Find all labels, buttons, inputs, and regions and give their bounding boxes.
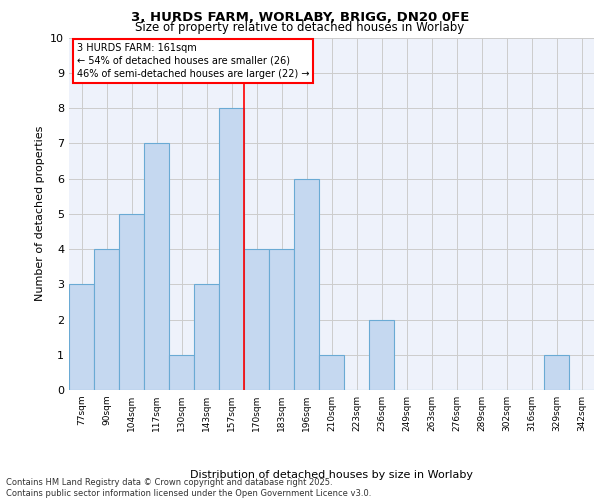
Bar [69,284,94,390]
Bar [94,249,119,390]
Bar [194,284,219,390]
Bar [269,249,294,390]
Text: 3, HURDS FARM, WORLABY, BRIGG, DN20 0FE: 3, HURDS FARM, WORLABY, BRIGG, DN20 0FE [131,11,469,24]
Bar [169,355,194,390]
Bar [294,178,319,390]
Bar [319,355,344,390]
Y-axis label: Number of detached properties: Number of detached properties [35,126,44,302]
X-axis label: Distribution of detached houses by size in Worlaby: Distribution of detached houses by size … [190,470,473,480]
Bar [219,108,244,390]
Bar [244,249,269,390]
Text: Contains HM Land Registry data © Crown copyright and database right 2025.
Contai: Contains HM Land Registry data © Crown c… [6,478,371,498]
Bar [119,214,144,390]
Bar [144,144,169,390]
Bar [369,320,394,390]
Text: Size of property relative to detached houses in Worlaby: Size of property relative to detached ho… [136,21,464,34]
Text: 3 HURDS FARM: 161sqm
← 54% of detached houses are smaller (26)
46% of semi-detac: 3 HURDS FARM: 161sqm ← 54% of detached h… [77,43,310,79]
Bar [544,355,569,390]
